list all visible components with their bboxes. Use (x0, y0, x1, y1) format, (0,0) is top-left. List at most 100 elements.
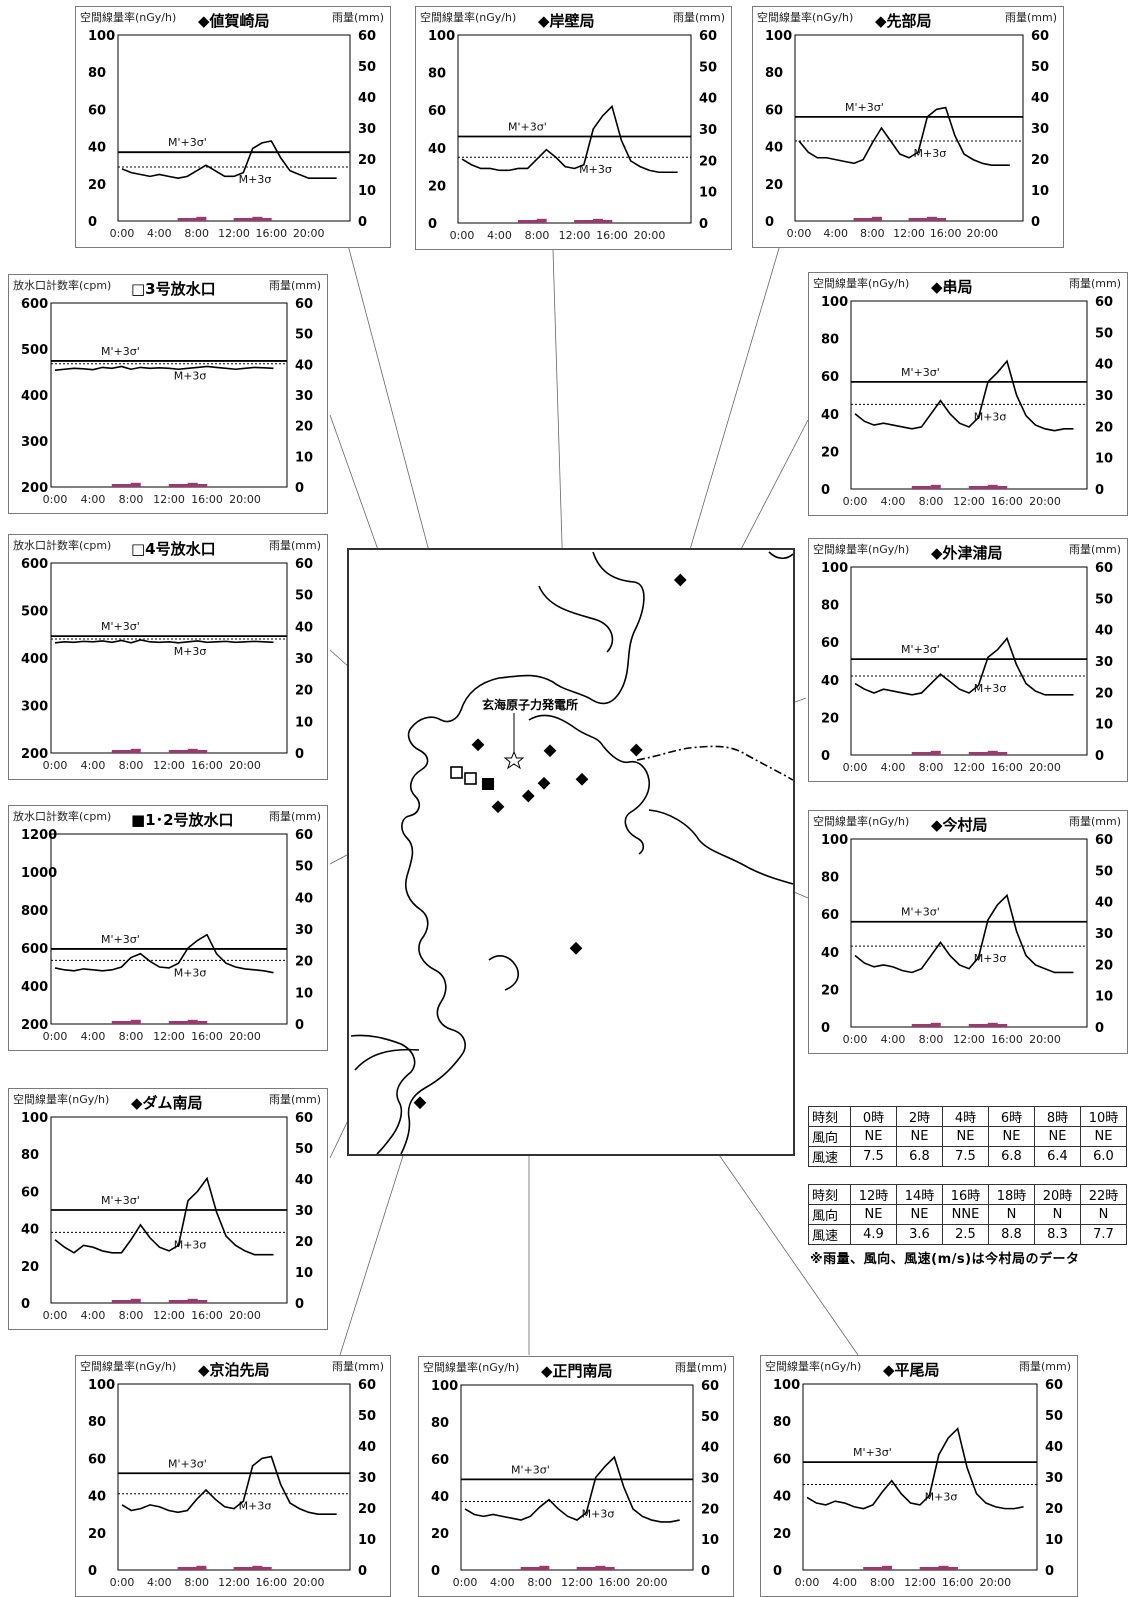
x-tick-label: 4:00 (147, 1576, 172, 1589)
y2-tick-label: 0 (701, 1564, 710, 1579)
x-tick-label: 16:00 (991, 761, 1023, 774)
rain-bar (130, 1019, 141, 1024)
map-coastline (350, 551, 794, 1155)
rain-bar (978, 1024, 989, 1027)
x-tick-label: 8:00 (119, 493, 144, 506)
y2-tick-label: 60 (1095, 561, 1113, 576)
x-tick-label: 0:00 (843, 1033, 868, 1046)
rain-bar (586, 1567, 596, 1570)
rain-bar (517, 220, 528, 223)
y2-tick-label: 60 (358, 1378, 376, 1393)
rain-bar (187, 1298, 198, 1303)
x-tick-label: 8:00 (525, 229, 550, 242)
marker-seimon (521, 789, 535, 803)
y-tick-label: 400 (21, 652, 48, 667)
solid-threshold-label: M'+3σ' (168, 1457, 207, 1470)
y2-tick-label: 50 (295, 328, 313, 343)
wind-cell: 3.6 (896, 1224, 943, 1245)
x-tick-label: 16:00 (930, 227, 962, 240)
dotted-threshold-label: M+3σ (239, 173, 272, 186)
x-tick-label: 12:00 (153, 759, 185, 772)
dotted-threshold-label: M+3σ (974, 410, 1007, 423)
rain-bar (243, 218, 253, 221)
rain-bar (863, 1567, 874, 1570)
rain-bar (926, 216, 937, 221)
x-tick-label: 4:00 (823, 227, 848, 240)
y2-tick-label: 60 (1031, 29, 1049, 44)
y-tick-label: 0 (431, 1564, 440, 1579)
y2-tick-label: 0 (295, 1018, 304, 1033)
x-tick-label: 0:00 (43, 493, 68, 506)
marker-sotsu (575, 772, 589, 786)
x-tick-label: 20:00 (293, 1576, 325, 1589)
y2-tick-label: 10 (295, 1266, 313, 1281)
y-tick-label: 500 (21, 605, 48, 620)
chart-svg: 空間線量率(nGy/h) 雨量(mm)◆平尾局100806040200605040… (765, 1359, 1071, 1589)
right-axis-label: 雨量(mm) (332, 1360, 384, 1373)
solid-threshold-label: M'+3σ' (853, 1446, 892, 1459)
y2-tick-label: 30 (1031, 122, 1049, 137)
rain-bar (168, 1021, 179, 1024)
y2-tick-label: 0 (1045, 1564, 1054, 1579)
y-tick-label: 600 (21, 942, 48, 957)
x-tick-label: 8:00 (919, 1033, 944, 1046)
y-tick-label: 200 (21, 747, 48, 762)
left-axis-label: 空間線量率(nGy/h) (813, 542, 909, 556)
wind-cell: 2時 (896, 1106, 943, 1127)
wind-note: ※雨量、風向、風速(m/s)は今村局のデータ (810, 1252, 1080, 1267)
plot-frame (850, 300, 1088, 490)
y-tick-label: 0 (21, 1297, 30, 1312)
y-tick-label: 0 (428, 217, 437, 232)
y-tick-label: 400 (21, 980, 48, 995)
wind-row-time: 時刻 12時 14時 16時 18時 20時 22時 (808, 1184, 1127, 1205)
y2-tick-label: 60 (1045, 1378, 1063, 1393)
marker-imamura (537, 776, 551, 790)
y2-tick-label: 20 (1095, 958, 1113, 973)
x-tick-label: 8:00 (184, 1576, 209, 1589)
y-tick-label: 20 (821, 445, 839, 460)
series-line (854, 893, 1074, 974)
solid-threshold-label: M'+3σ' (508, 121, 547, 134)
x-tick-label: 20:00 (229, 1309, 261, 1322)
wind-row-speed: 風速 7.5 6.8 7.5 6.8 6.4 6.0 (808, 1146, 1127, 1167)
y-tick-label: 40 (88, 141, 106, 156)
wind-cell: 時刻 (808, 1106, 851, 1127)
y2-tick-label: 20 (699, 154, 717, 169)
chart-panel-imamura: 空間線量率(nGy/h) 雨量(mm) ◆今村局 100 80 60 40 20 0 60 50 40… (808, 810, 1128, 1054)
rain-bar (930, 750, 941, 755)
wind-cell: 風向 (808, 1204, 851, 1225)
x-tick-label: 4:00 (81, 759, 106, 772)
y2-tick-label: 10 (295, 986, 313, 1001)
y2-tick-label: 60 (295, 828, 313, 843)
left-axis-label: 空間線量率(nGy/h) (423, 1360, 519, 1374)
chart-title: □3号放水口 (131, 280, 216, 298)
y2-tick-label: 0 (358, 1564, 367, 1579)
rain-bar (178, 484, 189, 487)
right-axis-label: 雨量(mm) (1069, 815, 1121, 828)
y2-tick-label: 40 (1095, 358, 1113, 373)
rain-bar (602, 220, 613, 223)
y-tick-label: 0 (821, 749, 830, 764)
x-tick-label: 4:00 (81, 1309, 106, 1322)
y2-tick-label: 30 (699, 123, 717, 138)
chart-svg: 空間線量率(nGy/h) 雨量(mm)◆正門南局10080604020060504… (423, 1360, 727, 1589)
y-tick-label: 60 (88, 1452, 106, 1467)
marker-no12 (482, 778, 494, 790)
y2-tick-label: 0 (295, 747, 304, 762)
x-tick-label: 12:00 (953, 495, 985, 508)
y-tick-label: 40 (821, 674, 839, 689)
x-tick-label: 20:00 (1029, 1033, 1061, 1046)
rain-bar (592, 218, 603, 223)
chart-panel-ganpeki: 空間線量率(nGy/h) 雨量(mm) ◆岸壁局 100 80 60 40 20 0 60 50 40… (415, 6, 732, 250)
x-tick-label: 0:00 (795, 1576, 820, 1589)
y-tick-label: 60 (428, 104, 446, 119)
y-tick-label: 100 (765, 29, 792, 44)
wind-cell: 10時 (1080, 1106, 1127, 1127)
y2-tick-label: 20 (1031, 153, 1049, 168)
y-tick-label: 40 (821, 408, 839, 423)
rain-bar (178, 1300, 189, 1303)
x-tick-label: 16:00 (596, 229, 628, 242)
x-tick-label: 16:00 (942, 1576, 974, 1589)
left-axis-label: 空間線量率(nGy/h) (80, 10, 176, 24)
wind-cell: 6.0 (1080, 1146, 1127, 1167)
